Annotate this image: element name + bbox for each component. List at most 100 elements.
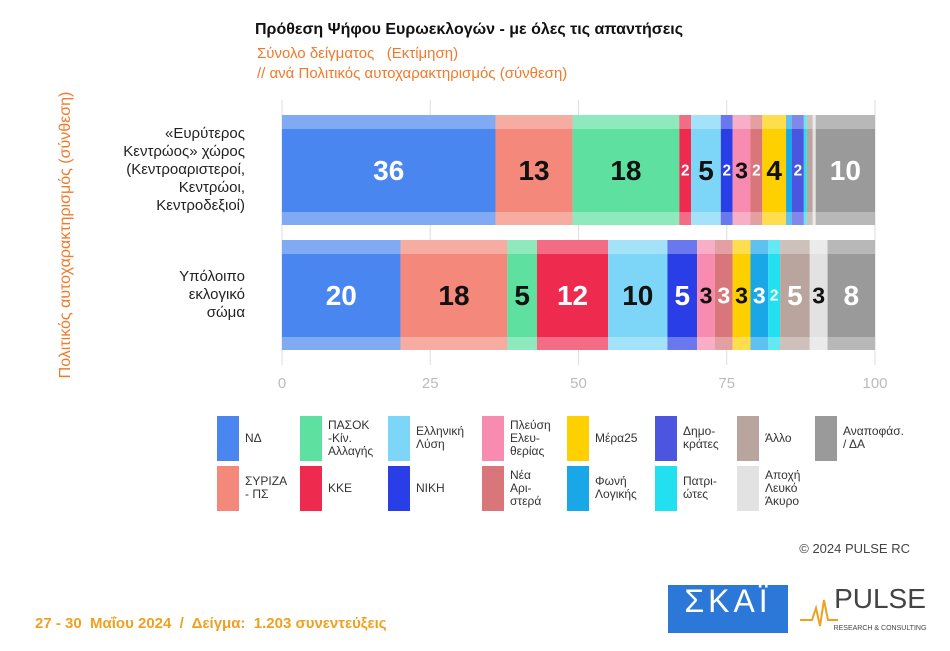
bar-segment	[282, 240, 401, 350]
legend-label: Άλλο	[765, 430, 792, 445]
bar-segment	[750, 115, 763, 225]
data-label: 10	[830, 155, 861, 186]
bar-shade	[809, 240, 828, 254]
data-label: 5	[698, 155, 714, 186]
x-tick-label: 75	[718, 375, 735, 392]
bar-segment	[691, 115, 721, 225]
legend-swatch	[482, 416, 504, 461]
bar-shade	[720, 115, 733, 129]
bar-segment	[791, 115, 804, 225]
bar-shade	[400, 337, 508, 350]
bar-segment	[815, 115, 875, 225]
legend-label: ΚΚΕ	[328, 480, 353, 495]
data-label: 2	[752, 163, 761, 180]
bar-shade	[697, 337, 715, 350]
bar-shade	[762, 212, 787, 225]
data-label: 12	[557, 280, 588, 311]
data-label: 3	[753, 282, 766, 308]
logo-pulse-sub: RESEARCH & CONSULTING	[834, 625, 927, 632]
legend-label: Ελληνική Λύση	[416, 424, 465, 451]
chart-title: Πρόθεση Ψήφου Ευρωεκλογών - με όλες τις …	[255, 21, 683, 38]
data-label: 18	[438, 280, 469, 311]
legend-swatch	[217, 416, 239, 461]
legend-swatch	[300, 466, 322, 511]
bar-segment	[572, 115, 680, 225]
category-label: «Ευρύτερος Κεντρώος» χώρος (Κεντροαριστε…	[123, 125, 245, 214]
legend-swatch	[217, 466, 239, 511]
bar-shade	[536, 337, 609, 350]
bar-shade	[608, 337, 668, 350]
bar-shade	[786, 212, 792, 225]
bar-shade	[697, 240, 715, 254]
bar-shade	[714, 240, 733, 254]
subtitle: Σύνολο δείγματος (Εκτίμηση)	[257, 45, 458, 62]
x-tick-label: 100	[862, 375, 887, 392]
bar-segment	[809, 240, 828, 350]
bar-segment	[780, 240, 810, 350]
copyright: © 2024 PULSE RC	[799, 541, 910, 556]
bar-shade	[791, 212, 804, 225]
bar-shade	[691, 212, 721, 225]
subtitle: // ανά Πολιτικός αυτοχαρακτηρισμός (σύνθ…	[257, 65, 567, 82]
bar-shade	[536, 240, 609, 254]
bar-segment	[786, 115, 792, 225]
bar-shade	[691, 115, 721, 129]
bar-shade	[572, 115, 680, 129]
bar-segment	[732, 115, 751, 225]
bar-shade	[809, 337, 828, 350]
legend-swatch	[737, 416, 759, 461]
legend-swatch	[567, 416, 589, 461]
bar-shade	[815, 212, 875, 225]
legend-label: ΣΥΡΙΖΑ - ΠΣ	[245, 474, 288, 501]
data-label: 3	[735, 157, 748, 183]
bar-shade	[495, 212, 573, 225]
bar-segment	[608, 240, 668, 350]
bar-shade	[507, 337, 537, 350]
bar-shade	[827, 240, 875, 254]
legend-swatch	[300, 416, 322, 461]
legend-label: Μέρα25	[595, 430, 638, 445]
legend-label: Πατρι- ώτες	[683, 474, 717, 501]
data-label: 36	[373, 155, 404, 186]
legend-label: ΝΔ	[245, 430, 262, 445]
bar-shade	[762, 115, 787, 129]
bar-shade	[282, 337, 401, 350]
bar-segment	[667, 240, 698, 350]
bar-shade	[803, 115, 807, 129]
bar-shade	[768, 337, 781, 350]
bar-shade	[732, 212, 751, 225]
bar-segment	[400, 240, 508, 350]
bar-shade	[608, 240, 668, 254]
bar-shade	[400, 240, 508, 254]
data-label: 3	[735, 282, 748, 308]
bar-shade	[732, 240, 751, 254]
bar-shade	[282, 240, 401, 254]
legend-swatch	[655, 416, 677, 461]
bar-segment	[762, 115, 787, 225]
legend-swatch	[655, 466, 677, 511]
bar-shade	[282, 212, 496, 225]
data-label: 4	[766, 155, 782, 186]
legend-swatch	[815, 416, 837, 461]
bar-shade	[803, 212, 807, 225]
bar-segment	[827, 240, 875, 350]
bar-shade	[714, 337, 733, 350]
data-label: 10	[622, 280, 653, 311]
legend-label: Αναποφάσ. / ΔΑ	[843, 424, 904, 451]
bar-shade	[667, 240, 698, 254]
bar-shade	[780, 240, 810, 254]
bar-shade	[282, 115, 496, 129]
logo-wave	[800, 599, 838, 627]
bar-segment	[750, 240, 769, 350]
bar-shade	[750, 212, 763, 225]
data-label: 5	[674, 280, 690, 311]
bar-segment	[720, 115, 733, 225]
data-label: 5	[514, 280, 530, 311]
legend-label: ΠΑΣΟΚ -Κίν. Αλλαγής	[328, 417, 374, 458]
bar-shade	[572, 212, 680, 225]
bar-shade	[750, 115, 763, 129]
logo-pulse: PULSE	[834, 583, 926, 614]
category-label: Υπόλοιπο εκλογικό σώμα	[179, 268, 245, 321]
legend-label: Δημο- κράτες	[683, 424, 719, 451]
